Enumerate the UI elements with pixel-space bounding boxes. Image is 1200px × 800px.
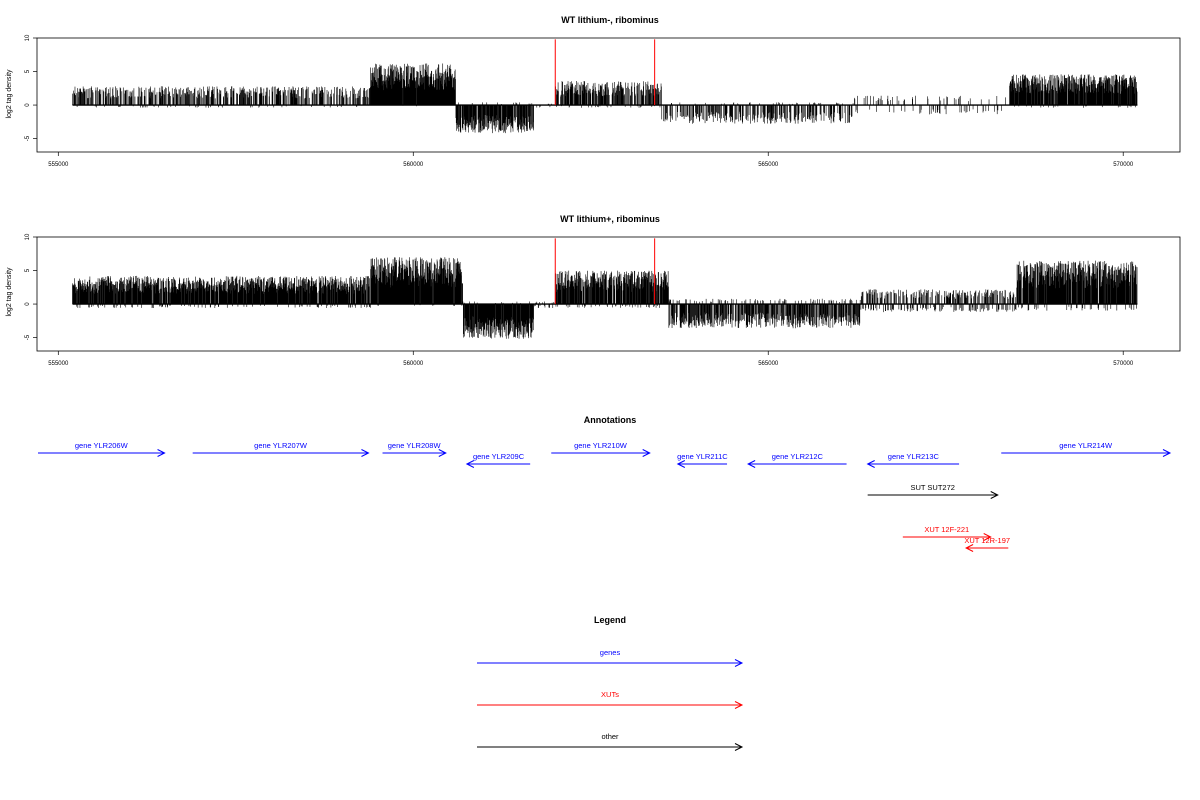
x-tick: 560000 — [403, 152, 424, 168]
x-axis: 555000 560000 565000 570000 — [48, 351, 1134, 367]
annotations-track: Annotations gene YLR206W gene YLR207W ge… — [38, 415, 1172, 552]
y-tick: 0 — [25, 302, 37, 306]
feature-label: gene YLR211C — [677, 452, 728, 461]
y-tick: 5 — [25, 268, 37, 272]
x-tick: 560000 — [403, 351, 424, 367]
feature-label: SUT SUT272 — [910, 483, 954, 492]
legend: Legend genes XUTs other — [477, 615, 744, 751]
feature-label: XUT 12F-221 — [924, 525, 969, 534]
x-tick: 565000 — [758, 351, 779, 367]
feature-sut-sut272: SUT SUT272 — [867, 483, 999, 499]
x-tick: 570000 — [1113, 351, 1134, 367]
y-tick-label: 10 — [25, 34, 31, 41]
legend-item-other: other — [477, 732, 744, 751]
feature-label: gene YLR206W — [75, 441, 129, 450]
feature-label: gene YLR207W — [254, 441, 308, 450]
y-tick: -5 — [25, 135, 37, 141]
panel-title: WT lithium-, ribominus — [561, 15, 659, 25]
x-tick-label: 560000 — [403, 361, 424, 367]
x-tick-label: 570000 — [1113, 162, 1134, 168]
feature-gene-ylr212c: gene YLR212C — [747, 452, 847, 468]
annotations-title: Annotations — [584, 415, 637, 425]
y-axis-label: log2 tag density — [6, 69, 13, 119]
x-tick: 570000 — [1113, 152, 1134, 168]
x-tick-label: 555000 — [48, 361, 69, 367]
y-tick: 10 — [25, 34, 37, 41]
feature-gene-ylr207w: gene YLR207W — [192, 441, 370, 457]
feature-label: XUT 12R-197 — [964, 536, 1010, 545]
x-tick-label: 570000 — [1113, 361, 1134, 367]
y-axis: 10 5 0 -5 — [25, 34, 37, 141]
x-tick: 555000 — [48, 351, 69, 367]
x-tick-label: 565000 — [758, 162, 779, 168]
panel-title: WT lithium+, ribominus — [560, 214, 660, 224]
legend-label: XUTs — [601, 690, 619, 699]
y-axis: 10 5 0 -5 — [25, 233, 37, 340]
y-tick: 0 — [25, 103, 37, 107]
feature-gene-ylr214w: gene YLR214W — [1001, 441, 1172, 457]
y-axis-label: log2 tag density — [6, 267, 13, 317]
feature-gene-ylr208w: gene YLR208W — [382, 441, 447, 457]
y-tick-label: 0 — [25, 103, 31, 107]
signal-bars — [72, 257, 1138, 339]
feature-xut-12r-197: XUT 12R-197 — [964, 536, 1010, 552]
feature-xut-12f-221: XUT 12F-221 — [902, 525, 992, 541]
track-panel-lithium-minus: WT lithium-, ribominus log2 tag density … — [6, 15, 1181, 168]
x-tick: 565000 — [758, 152, 779, 168]
signal-bars — [72, 63, 1138, 134]
legend-item-genes: genes — [477, 648, 744, 667]
track-panel-lithium-plus: WT lithium+, ribominus log2 tag density … — [6, 214, 1181, 367]
legend-item-xuts: XUTs — [477, 690, 744, 709]
plot-frame — [36, 37, 1181, 153]
signal-bar-series — [72, 63, 1138, 134]
signal-bar-series — [72, 257, 1138, 339]
y-tick-label: 5 — [25, 268, 31, 272]
feature-gene-ylr211c: gene YLR211C — [676, 452, 728, 468]
feature-label: gene YLR214W — [1059, 441, 1113, 450]
feature-label: gene YLR209C — [473, 452, 525, 461]
y-tick-label: 10 — [25, 233, 31, 240]
y-tick: 5 — [25, 69, 37, 73]
legend-label: other — [601, 732, 619, 741]
feature-gene-ylr206w: gene YLR206W — [38, 441, 166, 457]
y-tick: 10 — [25, 233, 37, 240]
y-tick-label: -5 — [25, 135, 31, 141]
highlight-lines — [554, 39, 656, 106]
x-tick-label: 565000 — [758, 361, 779, 367]
feature-label: gene YLR210W — [574, 441, 628, 450]
legend-title: Legend — [594, 615, 626, 625]
feature-gene-ylr210w: gene YLR210W — [551, 441, 651, 457]
x-axis: 555000 560000 565000 570000 — [48, 152, 1134, 168]
legend-label: genes — [600, 648, 621, 657]
highlight-lines — [554, 238, 656, 305]
feature-gene-ylr209c: gene YLR209C — [465, 452, 531, 468]
x-tick-label: 560000 — [403, 162, 424, 168]
feature-gene-ylr213c: gene YLR213C — [866, 452, 960, 468]
feature-label: gene YLR212C — [772, 452, 824, 461]
y-tick-label: 0 — [25, 302, 31, 306]
y-tick: -5 — [25, 334, 37, 340]
plot-frame — [36, 236, 1181, 352]
y-tick-label: -5 — [25, 334, 31, 340]
x-tick-label: 555000 — [48, 162, 69, 168]
y-tick-label: 5 — [25, 69, 31, 73]
feature-label: gene YLR213C — [888, 452, 940, 461]
x-tick: 555000 — [48, 152, 69, 168]
feature-label: gene YLR208W — [388, 441, 442, 450]
